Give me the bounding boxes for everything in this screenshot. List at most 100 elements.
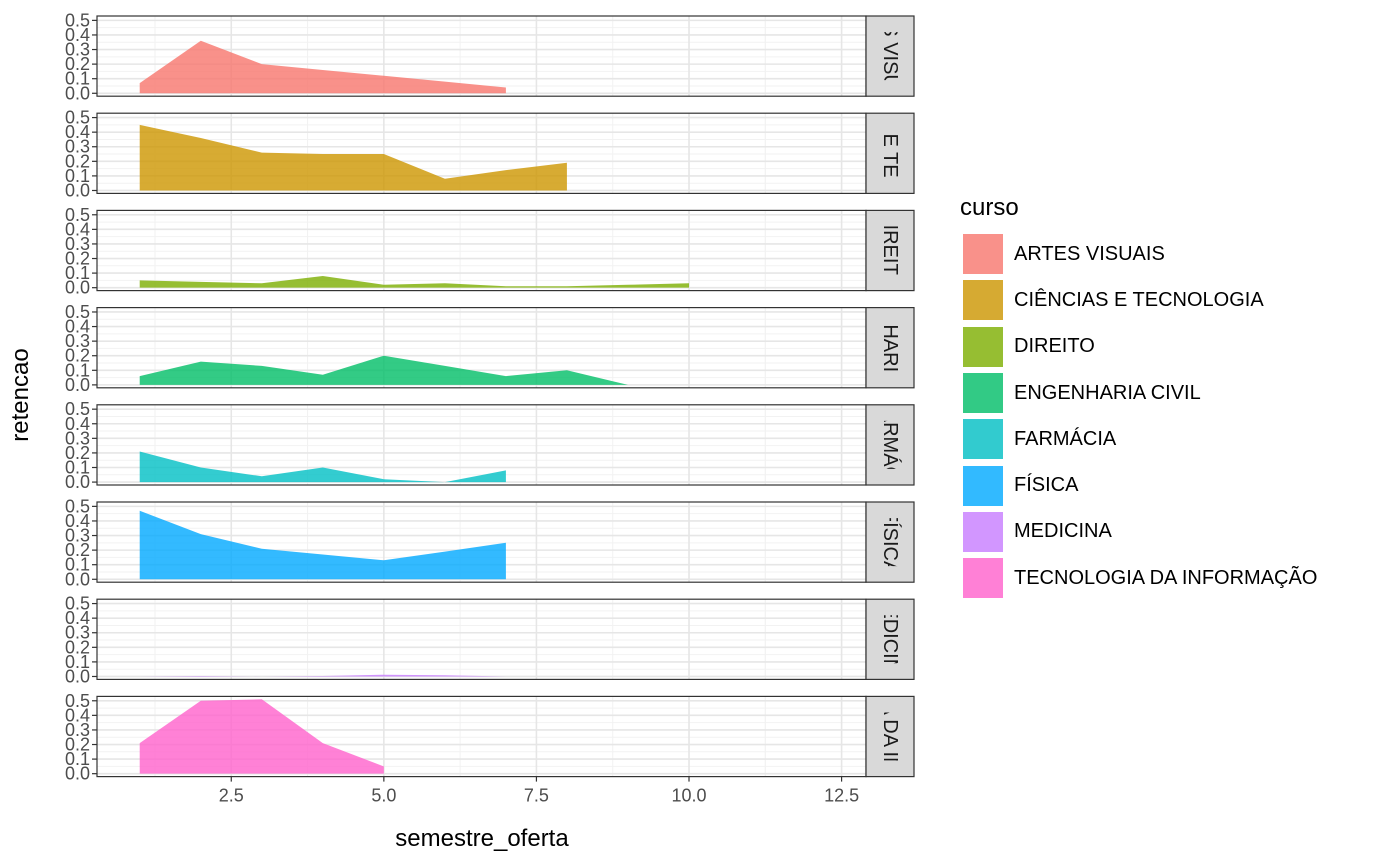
y-tick-label: 0.5	[65, 205, 90, 225]
y-tick-label: 0.5	[65, 496, 90, 516]
facet-panel: 0.00.10.20.30.40.5 FÍSICA	[65, 496, 915, 589]
y-axis: 0.00.10.20.30.40.5	[65, 10, 97, 103]
facet-panels: 0.00.10.20.30.40.5 ES VISUA0.00.10.20.30.…	[65, 10, 915, 784]
facet-panel: 0.00.10.20.30.40.5 A DA IN	[65, 691, 915, 784]
legend-label: ARTES VISUAIS	[1014, 242, 1165, 265]
legend-swatch	[962, 418, 1004, 461]
facet-strip-label: S E TEC	[879, 115, 901, 192]
y-tick-label: 0.2	[65, 735, 90, 755]
y-tick-label: 0.4	[65, 317, 90, 337]
facet-panel: 0.00.10.20.30.40.5 ES VISUA	[65, 10, 915, 103]
y-tick-label: 0.1	[65, 749, 90, 769]
y-tick-label: 0.5	[65, 399, 90, 419]
y-tick-label: 0.3	[65, 623, 90, 643]
y-tick-label: 0.4	[65, 608, 90, 628]
facet-strip-label: A DA IN	[879, 701, 901, 771]
y-tick-label: 0.3	[65, 526, 90, 546]
y-tick-label: 0.5	[65, 302, 90, 322]
facet-panel: 0.00.10.20.30.40.5 ARMÁC	[65, 399, 915, 492]
y-tick-label: 0.0	[65, 666, 90, 686]
x-tick-label: 12.5	[824, 786, 859, 806]
area-series-1	[139, 40, 506, 94]
x-axis: 2.5 5.0 7.5 10.0 12.5	[219, 776, 859, 806]
y-tick-label: 0.0	[65, 278, 90, 298]
y-tick-label: 0.2	[65, 54, 90, 74]
y-tick-label: 0.0	[65, 569, 90, 589]
y-tick-label: 0.1	[65, 263, 90, 283]
x-tick-label: 10.0	[671, 786, 706, 806]
y-tick-label: 0.4	[65, 122, 90, 142]
legend-label: TECNOLOGIA DA INFORMAÇÃO	[1014, 566, 1318, 589]
y-tick-label: 0.2	[65, 443, 90, 463]
y-tick-label: 0.0	[65, 764, 90, 784]
legend-label: MEDICINA	[1014, 520, 1112, 543]
legend-label: ENGENHARIA CIVIL	[1014, 381, 1201, 404]
legend-swatch	[962, 233, 1004, 276]
facet-strip-label: NHARIA	[879, 310, 901, 386]
facet-panel: 0.00.10.20.30.40.5 NHARIA	[65, 302, 915, 395]
legend-swatch	[962, 510, 1004, 553]
area-series-3	[139, 276, 690, 288]
legend-label: CIÊNCIAS E TECNOLOGIA	[1014, 288, 1264, 311]
y-tick-label: 0.1	[65, 458, 90, 478]
y-axis: 0.00.10.20.30.40.5	[65, 496, 97, 589]
legend-swatch	[962, 557, 1004, 600]
grid-lines	[97, 210, 866, 291]
y-tick-label: 0.3	[65, 137, 90, 157]
y-tick-label: 0.4	[65, 511, 90, 531]
facet-strip-label: EDICIN	[879, 605, 901, 673]
panel-background	[97, 599, 866, 680]
area-series-8	[139, 699, 384, 774]
facet-strip: DIREITO	[865, 209, 915, 292]
y-tick-label: 0.3	[65, 331, 90, 351]
area-series-2	[139, 124, 567, 191]
y-tick-label: 0.1	[65, 166, 90, 186]
facet-strip: EDICIN	[865, 598, 915, 681]
y-axis: 0.00.10.20.30.40.5	[65, 108, 97, 200]
legend-item: DIREITO	[962, 324, 1317, 370]
facet-strip: FÍSICA	[865, 501, 915, 583]
facet-strip: S E TEC	[865, 112, 915, 194]
y-tick-label: 0.0	[65, 375, 90, 395]
y-axis: 0.00.10.20.30.40.5	[65, 302, 97, 395]
area-series-7	[139, 674, 506, 677]
legend-label: FÍSICA	[1014, 474, 1079, 497]
area-series-5	[139, 451, 506, 483]
y-tick-label: 0.2	[65, 249, 90, 269]
y-tick-label: 0.5	[65, 594, 90, 614]
y-tick-label: 0.1	[65, 69, 90, 89]
legend-swatch	[962, 464, 1004, 507]
facet-strip: NHARIA	[865, 307, 915, 389]
facet-strip-label: FÍSICA	[879, 510, 902, 575]
facet-panel: 0.00.10.20.30.40.5 S E TEC	[65, 108, 915, 200]
x-axis-title: semestre_oferta	[395, 825, 569, 852]
y-tick-label: 0.1	[65, 555, 90, 575]
y-tick-label: 0.3	[65, 40, 90, 60]
legend-item: TECNOLOGIA DA INFORMAÇÃO	[962, 555, 1317, 601]
legend-label: FARMÁCIA	[1014, 427, 1117, 450]
facet-strip: ARMÁC	[865, 404, 915, 486]
y-tick-label: 0.0	[65, 472, 90, 492]
legend-item: ENGENHARIA CIVIL	[962, 370, 1317, 416]
area-series-4	[139, 355, 628, 385]
legend-swatch	[962, 372, 1004, 415]
y-axis: 0.00.10.20.30.40.5	[65, 594, 97, 686]
legend-item: MEDICINA	[962, 509, 1317, 555]
x-tick-label: 2.5	[219, 786, 244, 806]
facet-panel: 0.00.10.20.30.40.5 EDICIN	[65, 594, 915, 686]
legend-item: FARMÁCIA	[962, 416, 1317, 462]
y-tick-label: 0.2	[65, 637, 90, 657]
panel-background	[97, 210, 866, 291]
y-tick-label: 0.1	[65, 652, 90, 672]
y-tick-label: 0.2	[65, 540, 90, 560]
y-axis: 0.00.10.20.30.40.5	[65, 691, 97, 784]
legend-items: ARTES VISUAIS CIÊNCIAS E TECNOLOGIA DIREIT…	[962, 231, 1317, 601]
y-tick-label: 0.5	[65, 10, 90, 30]
legend-item: CIÊNCIAS E TECNOLOGIA	[962, 277, 1317, 323]
y-tick-label: 0.4	[65, 25, 90, 45]
y-tick-label: 0.4	[65, 705, 90, 725]
facet-panel: 0.00.10.20.30.40.5 DIREITO	[65, 205, 915, 298]
y-tick-label: 0.1	[65, 360, 90, 380]
y-tick-label: 0.3	[65, 234, 90, 254]
